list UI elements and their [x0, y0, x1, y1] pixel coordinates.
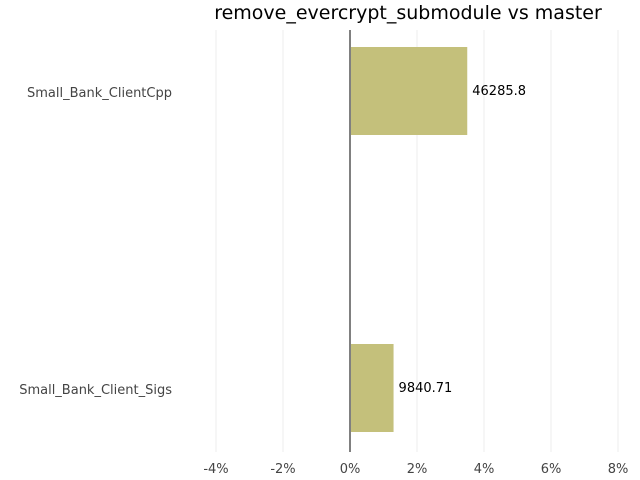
x-tick-label: -2% — [270, 462, 295, 477]
x-tick-labels: -4% -2% 0% 2% 4% 6% 8% — [203, 462, 628, 477]
chart-title: remove_evercrypt_submodule vs master — [214, 2, 602, 24]
category-labels: Small_Bank_ClientCpp Small_Bank_Client_Si… — [19, 86, 172, 398]
x-tick-label: 6% — [541, 462, 562, 477]
bar-data-label: 46285.8 — [472, 84, 526, 99]
x-tick-label: 4% — [474, 462, 495, 477]
x-tick-label: 0% — [340, 462, 361, 477]
x-tick-label: 8% — [608, 462, 629, 477]
bar — [350, 47, 468, 135]
category-label: Small_Bank_Client_Sigs — [19, 383, 172, 398]
bar — [350, 344, 394, 432]
x-tick-label: -4% — [203, 462, 228, 477]
x-tick-label: 2% — [407, 462, 428, 477]
bar-data-label: 9840.71 — [399, 381, 453, 396]
bars: 46285.8 9840.71 — [350, 47, 526, 432]
category-label: Small_Bank_ClientCpp — [27, 86, 172, 101]
